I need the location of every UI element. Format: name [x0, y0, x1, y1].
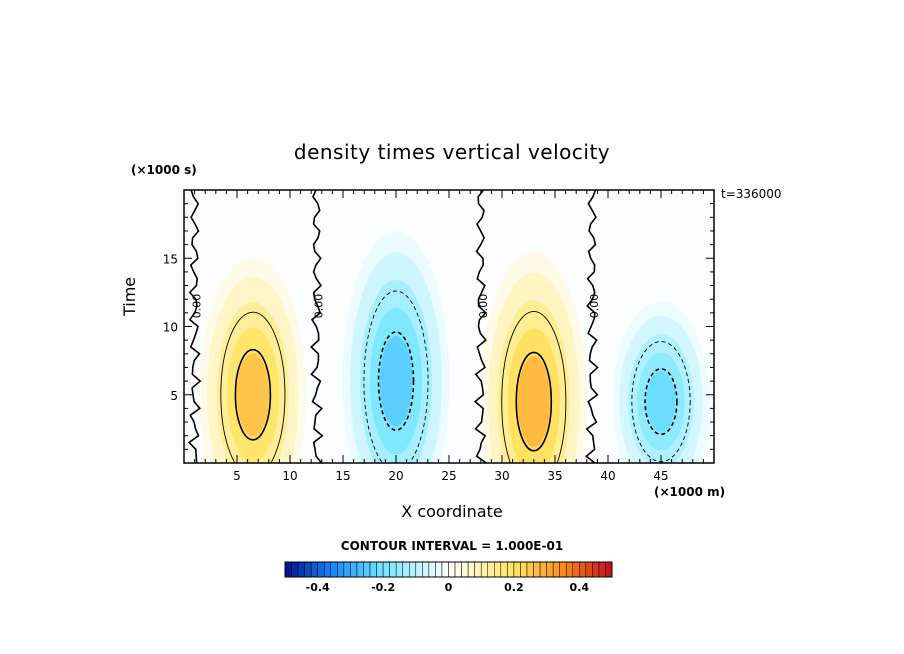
x-tick-label-30: 30 — [494, 469, 509, 483]
zero-contour-0 — [187, 190, 202, 463]
colorbar-cell-34 — [507, 561, 515, 578]
colorbar-cell-18 — [402, 561, 410, 578]
colorbar-cell-31 — [487, 561, 495, 578]
colorbar-cell-13 — [369, 561, 377, 578]
zero-contour-label-1: 0.00 — [313, 294, 326, 319]
x-tick-label-35: 35 — [547, 469, 562, 483]
colorbar-cell-11 — [356, 561, 364, 578]
x-axis-label: X coordinate — [0, 502, 904, 521]
x-tick-label-40: 40 — [600, 469, 615, 483]
x-tick-label-15: 15 — [335, 469, 350, 483]
field-blob-3-level-4 — [646, 371, 676, 432]
axis-ticks: 5 10 15 20 25 30 35 40 45 5 10 15 — [163, 190, 714, 483]
x-tick-label-25: 25 — [441, 469, 456, 483]
colorbar-cell-6 — [323, 561, 332, 578]
y-axis-unit: (×1000 s) — [131, 163, 197, 177]
x-axis-label-text: X coordinate — [401, 502, 503, 521]
zero-contour-2 — [473, 190, 487, 463]
field-blob-0-level-4 — [236, 353, 270, 437]
zero-contour-label-0: 0.00 — [191, 294, 204, 319]
x-tick-label-20: 20 — [388, 469, 403, 483]
y-tick-label-5: 5 — [170, 389, 178, 403]
colorbar-cell-23 — [435, 561, 443, 578]
colorbar-cell-2 — [297, 561, 305, 578]
contour-lines: 0.00 0.00 0.00 0.00 — [187, 190, 691, 463]
colorbar-tick-label-1: -0.2 — [371, 581, 395, 594]
colorbar-cell-0 — [284, 561, 292, 578]
y-tick-label-15: 15 — [163, 252, 178, 266]
colorbar-cell-16 — [389, 561, 397, 578]
colorbar-cell-5 — [317, 561, 325, 578]
colorbar-cell-4 — [310, 561, 318, 578]
colorbar-cell-19 — [409, 561, 417, 578]
colorbar-cell-42 — [559, 561, 567, 578]
colorbar-cell-29 — [474, 561, 482, 578]
zero-contour-label-3: 0.00 — [588, 294, 601, 319]
colorbar-cell-30 — [480, 561, 488, 578]
x-tick-label-45: 45 — [653, 469, 668, 483]
colorbar-tick-label-3: 0.2 — [504, 581, 524, 594]
colorbar-cell-3 — [304, 561, 312, 578]
field-blob-1-level-4 — [379, 335, 413, 427]
colorbar-cell-9 — [343, 561, 351, 578]
contour-blob-2-0 — [501, 311, 567, 463]
colorbar-cell-46 — [585, 561, 593, 578]
colorbar-frame — [284, 561, 613, 578]
x-tick-label-5: 5 — [233, 469, 241, 483]
colorbar-cell-32 — [494, 561, 502, 578]
contour-blob-1-1 — [377, 331, 415, 432]
colorbar-cell-17 — [395, 561, 403, 578]
colorbar-cell-20 — [415, 561, 423, 578]
colorbar-tick-label-2: 0 — [445, 581, 453, 594]
color-field — [184, 190, 714, 463]
colorbar-tick-label-4: 0.4 — [570, 581, 590, 594]
colorbar-cell-22 — [428, 561, 436, 578]
colorbar-cell-38 — [533, 561, 541, 578]
time-stamp: t=336000 — [721, 187, 782, 201]
x-tick-label-10: 10 — [282, 469, 297, 483]
chart-title: density times vertical velocity — [293, 140, 611, 164]
contour-blob-2-1 — [515, 351, 553, 452]
contour-blob-0-1 — [234, 348, 272, 441]
colorbar-cell-7 — [330, 561, 338, 578]
colorbar-cell-35 — [513, 561, 521, 578]
colorbar-cell-1 — [291, 561, 299, 578]
contour-blob-0-0 — [220, 311, 286, 463]
colorbar-cell-49 — [605, 561, 613, 578]
colorbar-cell-14 — [376, 561, 384, 578]
colorbar-cell-36 — [520, 561, 528, 578]
contour-blob-1-0 — [363, 290, 429, 463]
colorbar-cell-43 — [565, 561, 574, 578]
colorbar-cell-8 — [337, 561, 345, 578]
colorbar-cell-40 — [546, 561, 554, 578]
x-axis-unit: (×1000 m) — [654, 485, 726, 499]
zero-contour-3 — [585, 190, 599, 463]
zero-contour-label-2: 0.00 — [477, 294, 490, 319]
contour-blob-3-1 — [644, 368, 678, 436]
contour-interval: CONTOUR INTERVAL = 1.000E-01 — [340, 539, 564, 553]
colorbar-tick-label-0: -0.4 — [306, 581, 330, 594]
colorbar: -0.4 -0.2 0 0.2 0.4 — [284, 561, 613, 594]
colorbar-cell-25 — [448, 561, 456, 578]
colorbar-cell-45 — [579, 561, 587, 578]
colorbar-cell-44 — [572, 561, 580, 578]
colorbar-cell-10 — [350, 561, 358, 578]
colorbar-cell-21 — [422, 561, 430, 578]
y-tick-label-10: 10 — [163, 321, 178, 335]
colorbar-cell-37 — [526, 561, 534, 578]
colorbar-cell-41 — [552, 561, 560, 578]
colorbar-cell-47 — [592, 561, 600, 578]
colorbar-cell-33 — [500, 561, 508, 578]
colorbar-cell-26 — [454, 561, 462, 578]
colorbar-cell-24 — [441, 561, 449, 578]
colorbar-cell-48 — [598, 561, 606, 578]
colorbar-cell-39 — [539, 561, 547, 578]
colorbar-cell-28 — [467, 561, 475, 578]
colorbar-cell-12 — [363, 561, 371, 578]
colorbar-cell-15 — [382, 561, 390, 578]
zero-contour-1 — [310, 190, 324, 463]
field-blob-2-level-4 — [517, 356, 550, 448]
colorbar-cell-27 — [461, 561, 469, 578]
